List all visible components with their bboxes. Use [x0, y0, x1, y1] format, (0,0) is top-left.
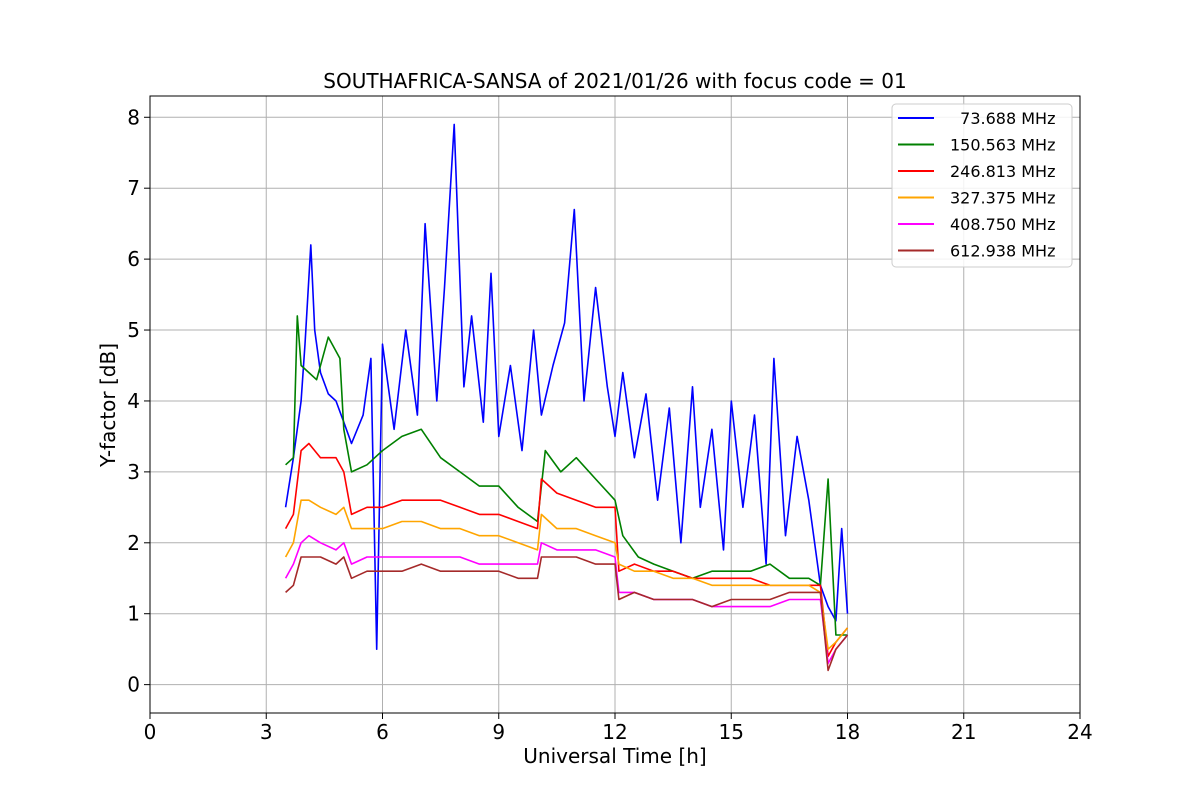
x-tick-label: 18	[835, 720, 860, 744]
x-tick-label: 6	[376, 720, 389, 744]
y-tick-label: 3	[127, 460, 140, 484]
series-line-6	[285, 556, 849, 672]
series-line-5	[284, 534, 849, 665]
legend-label-5: 408.750 MHz	[950, 215, 1055, 234]
legend-label-2: 150.563 MHz	[950, 136, 1055, 155]
x-tick-label: 24	[1067, 720, 1092, 744]
x-tick-label: 12	[602, 720, 627, 744]
y-tick-label: 8	[127, 105, 140, 129]
series-layer	[284, 123, 849, 672]
x-tick-label: 15	[719, 720, 744, 744]
x-axis-ticks: 0 3 6 9 12 15 18 21 24	[144, 713, 1093, 744]
legend-label-6: 612.938 MHz	[950, 242, 1055, 261]
series-line-1	[284, 123, 849, 650]
y-tick-label: 6	[127, 247, 140, 271]
series-line-3	[284, 442, 849, 658]
y-tick-label: 7	[127, 176, 140, 200]
y-tick-label: 5	[127, 318, 140, 342]
x-tick-label: 21	[951, 720, 976, 744]
legend-label-3: 246.813 MHz	[950, 162, 1055, 181]
y-tick-label: 2	[127, 531, 140, 555]
legend: 73.688 MHz 150.563 MHz 246.813 MHz 327.375 …	[891, 103, 1073, 268]
y-tick-label: 0	[127, 673, 140, 697]
y-tick-label: 4	[127, 389, 140, 413]
x-axis-label: Universal Time [h]	[523, 744, 706, 768]
legend-label-4: 327.375 MHz	[950, 189, 1055, 208]
chart-title: SOUTHAFRICA-SANSA of 2021/01/26 with foc…	[323, 69, 907, 93]
y-axis-label: Y-factor [dB]	[96, 343, 120, 468]
x-tick-label: 9	[492, 720, 505, 744]
legend-box	[891, 103, 1073, 268]
x-tick-label: 3	[260, 720, 273, 744]
y-tick-label: 1	[127, 602, 140, 626]
legend-label-1: 73.688 MHz	[950, 109, 1055, 128]
series-line-4	[284, 499, 849, 650]
y-axis-ticks: 0 1 2 3 4 5 6 7 8	[127, 105, 150, 697]
x-tick-label: 0	[144, 720, 157, 744]
